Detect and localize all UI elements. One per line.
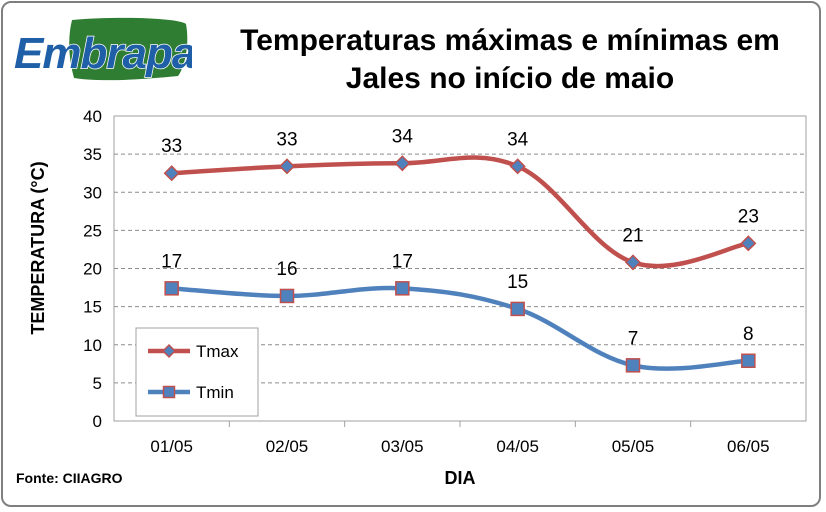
data-label-Tmax-2: 34 — [392, 126, 414, 147]
y-tick-label-2: 10 — [83, 336, 102, 355]
y-axis-title: TEMPERATURA (°C) — [28, 161, 48, 334]
x-tick-label-4: 05/05 — [612, 437, 655, 456]
y-tick-label-8: 40 — [83, 107, 102, 126]
legend-box — [135, 327, 259, 417]
logo-leaf-shape — [69, 17, 188, 81]
x-tick-label-0: 01/05 — [150, 437, 193, 456]
point-Tmax-0 — [163, 165, 180, 182]
series-Tmin: 17 16 17 15 7 8 — [161, 251, 756, 373]
y-axis-ticks: 0 5 10 15 20 25 30 35 40 — [83, 107, 102, 431]
legend-item-Tmin: Tmin — [148, 383, 234, 402]
data-label-Tmin-4: 7 — [628, 328, 639, 349]
y-tick-label-1: 5 — [93, 374, 102, 393]
y-tick-label-3: 15 — [83, 298, 102, 317]
legend-label-Tmin: Tmin — [196, 383, 234, 402]
point-Tmax-3 — [509, 158, 526, 175]
chart-title-line1: Temperaturas máximas e mínimas em — [240, 24, 780, 57]
data-label-Tmax-0: 33 — [161, 136, 182, 157]
series-layer: 33 33 34 34 21 23 17 16 17 15 7 8 — [161, 126, 759, 373]
point-Tmax-5 — [740, 235, 757, 252]
x-tick-label-2: 03/05 — [381, 437, 424, 456]
point-Tmax-2 — [394, 155, 411, 172]
x-axis-ticks: 01/05 02/05 03/05 04/05 05/05 06/05 — [150, 421, 770, 456]
data-label-Tmax-1: 33 — [276, 129, 297, 150]
data-label-Tmin-2: 17 — [392, 251, 413, 272]
legend-label-Tmax: Tmax — [196, 342, 239, 361]
series-line-Tmax — [169, 155, 751, 269]
y-tick-label-5: 25 — [83, 221, 102, 240]
data-label-Tmax-3: 34 — [507, 129, 529, 150]
embrapa-logo: Embrapa — [8, 16, 198, 84]
x-tick-label-1: 02/05 — [266, 437, 309, 456]
data-label-Tmin-1: 16 — [276, 259, 297, 280]
y-tick-label-6: 30 — [83, 183, 102, 202]
legend-items: Tmax Tmin — [148, 342, 239, 402]
source-note: Fonte: CIIAGRO — [16, 470, 123, 486]
point-Tmin-4 — [625, 358, 641, 373]
point-Tmax-1 — [278, 158, 296, 175]
data-label-Tmin-3: 15 — [507, 272, 528, 293]
data-label-Tmin-5: 8 — [743, 324, 754, 345]
data-label-Tmax-5: 23 — [738, 206, 759, 227]
legend-item-Tmax: Tmax — [148, 342, 239, 361]
point-Tmin-5 — [741, 353, 756, 369]
point-Tmax-4 — [624, 254, 642, 271]
y-tick-label-0: 0 — [93, 412, 102, 431]
data-label-Tmin-0: 17 — [161, 251, 182, 272]
logo-wordmark: Embrapa — [14, 29, 192, 78]
data-label-Tmax-4: 21 — [622, 225, 643, 246]
legend-marker-Tmin — [162, 385, 176, 399]
series-line-Tmin — [169, 285, 751, 371]
y-tick-label-7: 35 — [83, 145, 102, 164]
x-tick-label-5: 06/05 — [727, 437, 770, 456]
legend: Tmax Tmin — [135, 327, 259, 417]
y-tick-label-4: 20 — [83, 260, 102, 279]
point-Tmin-2 — [395, 281, 410, 296]
point-Tmin-3 — [510, 301, 525, 317]
series-Tmax: 33 33 34 34 21 23 — [161, 126, 759, 271]
point-Tmin-0 — [164, 281, 179, 296]
x-axis-title: DIA — [445, 468, 476, 488]
chart-title-line2: Jales no início de maio — [345, 62, 675, 95]
legend-marker-Tmax — [161, 343, 177, 359]
point-Tmin-1 — [279, 288, 295, 304]
x-tick-label-3: 04/05 — [496, 437, 539, 456]
chart-title: Temperaturas máximas e mínimas em Jales … — [200, 22, 820, 98]
